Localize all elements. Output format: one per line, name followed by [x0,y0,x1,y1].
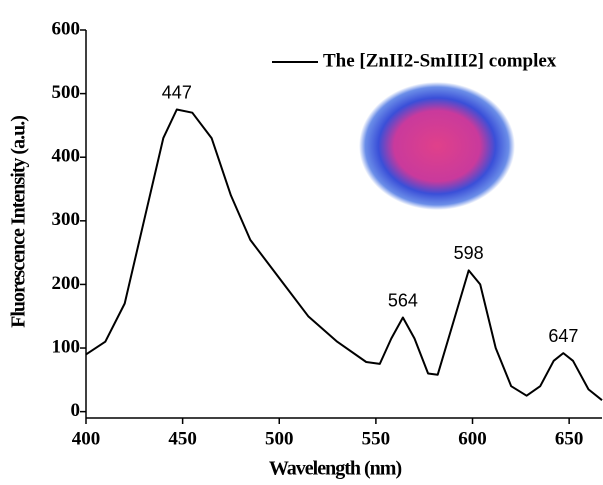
x-axis-label: Wavelength (nm) [269,458,402,480]
x-tick-label: 450 [168,428,197,449]
y-tick-label: 0 [71,400,81,421]
y-tick-label: 400 [52,146,81,167]
y-tick-label: 100 [52,336,81,357]
x-tick-label: 600 [458,428,487,449]
x-tick-label: 550 [362,428,391,449]
y-tick-label: 600 [52,18,81,39]
x-tick-label: 650 [555,428,584,449]
peak-label: 564 [388,290,418,310]
peak-label: 647 [548,326,578,346]
y-tick-label: 500 [52,82,81,103]
x-tick-label: 500 [265,428,294,449]
spectrum-line [85,108,603,401]
y-tick-label: 200 [52,273,81,294]
sample-photo [359,82,515,210]
legend-label: The [ZnII2-SmIII2] complex [323,50,557,71]
peak-label: 447 [162,82,192,102]
x-tick-label: 400 [72,428,101,449]
y-tick-label: 300 [52,209,81,230]
peak-label: 598 [454,243,484,263]
y-axis-label: Fluorescence Intensity (a.u.) [8,116,30,328]
